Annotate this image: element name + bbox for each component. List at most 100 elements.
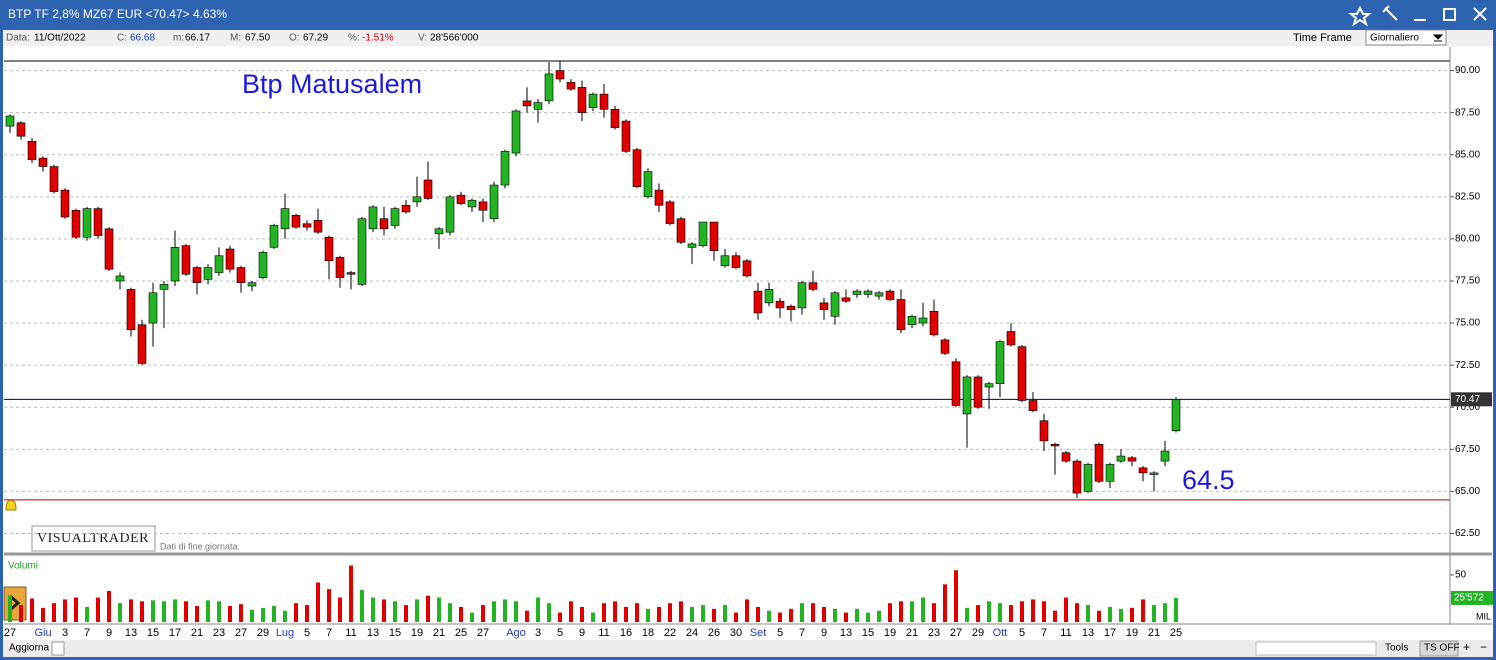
x-tick-label: 13 (125, 627, 137, 639)
candle-body (742, 260, 752, 277)
candle-body (16, 122, 26, 137)
info-label: %: (348, 33, 360, 44)
info-label: Data: (6, 33, 30, 44)
volume-bar (833, 608, 837, 622)
volume-bar (294, 603, 298, 622)
volume-bar (954, 570, 958, 622)
volume-bar (41, 607, 45, 622)
ts-button[interactable]: TS OFF (1424, 643, 1460, 654)
candle-body (500, 151, 510, 186)
candle-body (1039, 420, 1049, 442)
x-tick-label: 21 (191, 627, 203, 639)
volume-bar (811, 603, 815, 622)
volume-bar (668, 603, 672, 622)
scrollbar[interactable] (1255, 641, 1377, 656)
candle-body (489, 184, 499, 220)
candle-body (445, 196, 455, 233)
volume-bar (679, 601, 683, 622)
favorite-button[interactable] (1348, 5, 1372, 27)
volume-bar (261, 607, 265, 622)
candle-body (247, 282, 257, 287)
volume-bar (404, 605, 408, 622)
volume-bar (239, 604, 243, 622)
volume-bar (558, 612, 562, 622)
candle-body (951, 361, 961, 406)
candle-body (621, 120, 631, 152)
x-tick-label: 11 (1060, 627, 1071, 639)
x-tick-label: Ott (993, 627, 1008, 639)
volume-panel-label: Volumi (8, 561, 38, 572)
volume-bar (1064, 597, 1068, 622)
pin-button[interactable] (1382, 5, 1398, 21)
candle-body (632, 149, 642, 188)
candle-body (346, 272, 356, 275)
x-tick-label: 5 (304, 627, 310, 639)
volume-bar (327, 589, 331, 622)
volume-bar (613, 601, 617, 622)
x-tick-label: 25 (455, 627, 467, 639)
volume-bar (745, 599, 749, 622)
candle-body (401, 204, 411, 213)
volume-bar (316, 582, 320, 622)
status-bar (3, 640, 1493, 657)
scroll-left[interactable] (51, 641, 65, 656)
volume-bar (723, 605, 727, 622)
x-tick-label: Ago (506, 627, 526, 639)
window-controls[interactable] (1348, 5, 1487, 27)
candle-body (5, 115, 15, 127)
candle-body (1171, 399, 1181, 432)
zoom-in[interactable]: + (1463, 640, 1470, 654)
volume-bar (580, 606, 584, 622)
alarm-icon[interactable] (5, 499, 17, 511)
candle-body (456, 194, 466, 204)
info-label: m: (173, 33, 184, 44)
support-annotation: 64.5 (1182, 465, 1235, 495)
candle-body (654, 189, 664, 206)
volume-bar (877, 610, 881, 622)
volume-bar (1031, 599, 1035, 622)
refresh-button[interactable]: Aggiorna (9, 643, 49, 654)
candle-body (357, 218, 367, 285)
maximize-button[interactable] (1443, 8, 1456, 21)
volume-bar (129, 599, 133, 622)
volume-bar (1009, 605, 1013, 622)
volume-bar (778, 612, 782, 622)
ts-button-box[interactable] (1419, 640, 1459, 657)
x-tick-label: 30 (730, 627, 742, 639)
candle-body (412, 196, 422, 203)
candle-body (709, 221, 719, 251)
candle-body (643, 171, 653, 198)
candle-body (863, 290, 873, 295)
volume-bar (569, 601, 573, 622)
volume-unit: MIL (1476, 611, 1491, 621)
volume-bar (822, 606, 826, 622)
candle-body (588, 93, 598, 108)
candle-body (874, 292, 884, 297)
x-tick-label: 11 (345, 627, 356, 639)
x-tick-label: 27 (235, 627, 247, 639)
x-tick-label: 15 (389, 627, 401, 639)
volume-bar (459, 606, 463, 622)
volume-bar (514, 601, 518, 622)
volume-bar (162, 601, 166, 622)
volume-bar (184, 601, 188, 622)
candle-body (1072, 460, 1082, 494)
x-tick-label: 29 (257, 627, 269, 639)
tools-button[interactable]: Tools (1385, 643, 1408, 654)
volume-bar (789, 608, 793, 622)
time-frame-value[interactable]: Giornaliero (1370, 33, 1419, 44)
time-frame-select[interactable] (1365, 29, 1447, 46)
candle-body (478, 201, 488, 211)
candle-body (852, 290, 862, 295)
candle-body (291, 215, 301, 228)
volume-bar (492, 601, 496, 622)
volume-bar (305, 605, 309, 622)
candle-body (764, 289, 774, 304)
candle-body (368, 206, 378, 230)
volume-bar (52, 603, 56, 622)
close-button[interactable] (1473, 7, 1487, 21)
volume-bar (921, 597, 925, 622)
candle-body (1028, 400, 1038, 411)
zoom-out[interactable]: − (1480, 640, 1487, 654)
